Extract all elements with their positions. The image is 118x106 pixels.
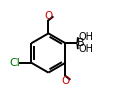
Text: OH: OH [79, 44, 94, 54]
Text: B: B [76, 38, 84, 48]
Text: OH: OH [79, 32, 94, 42]
Text: Cl: Cl [9, 58, 20, 68]
Text: O: O [61, 76, 70, 86]
Text: O: O [44, 11, 53, 21]
